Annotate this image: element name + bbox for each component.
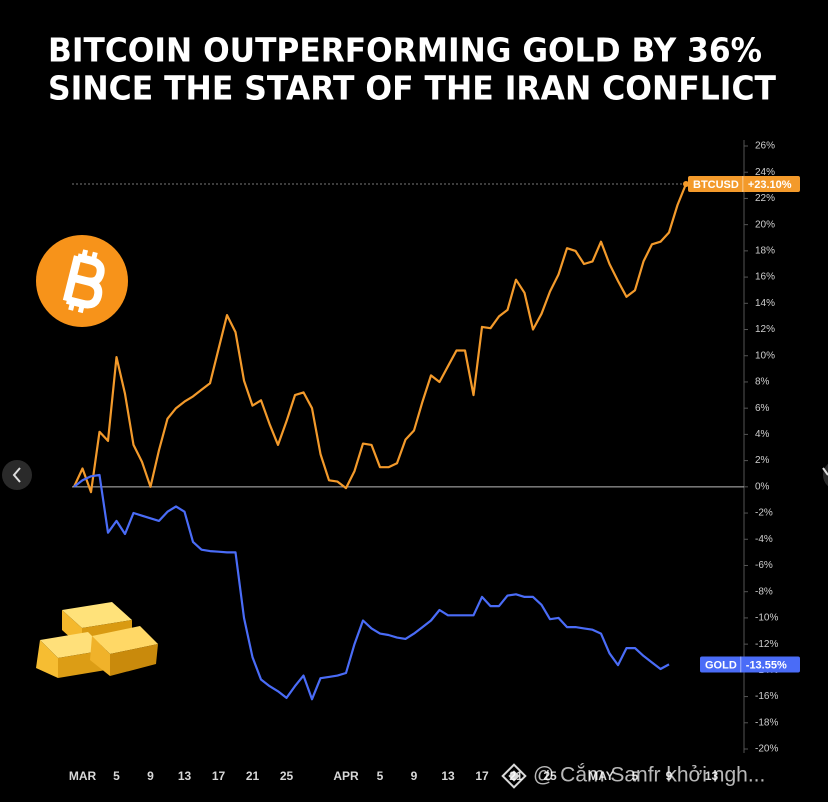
x-tick-label: MAY [588,769,614,783]
y-tick-label: 4% [755,429,770,440]
y-tick-label: 14% [755,298,775,309]
x-tick-label: 17 [475,769,489,783]
y-tick-label: 8% [755,377,770,388]
x-tick-label: 9 [411,769,418,783]
x-tick-label: 13 [441,769,455,783]
x-tick-label: 9 [666,769,673,783]
end-badge: GOLD -13.55% [700,656,800,673]
badge-bg [700,656,800,673]
legend-label: BTCUSD [693,179,739,191]
x-tick-label: MAR [69,769,97,783]
y-tick-label: -4% [755,534,773,545]
x-tick-label: 25 [280,769,294,783]
y-tick-label: 0% [755,481,770,492]
end-value-label: +23.10% [748,179,792,191]
plot-area: -20%-18%-16%-14%-12%-10%-8%-6%-4%-2%0%2%… [69,140,800,783]
end-point [683,181,689,188]
chart-title: SINCE THE START OF THE IRAN CONFLICT [48,69,776,108]
x-tick-label: APR [333,769,359,783]
x-tick-label: 5 [113,769,120,783]
y-tick-label: 6% [755,403,770,414]
y-tick-label: -8% [755,586,773,597]
legend-label: GOLD [705,659,737,671]
watermark-text: @ Cắm Sanfr khởi ngh... [533,764,765,787]
y-tick-label: 16% [755,272,775,283]
y-tick-label: 26% [755,141,775,152]
y-tick-label: 2% [755,455,770,466]
x-tick-label: 17 [212,769,226,783]
badge-bg [688,176,800,193]
x-tick-label: 21 [246,769,260,783]
y-tick-label: -10% [755,613,778,624]
y-tick-label: -2% [755,508,773,519]
bitcoin-icon [36,235,128,327]
y-tick-label: 20% [755,219,775,230]
y-tick-label: 24% [755,167,775,178]
series-line [73,183,688,494]
y-tick-label: -18% [755,717,778,728]
end-value-label: -13.55% [746,659,787,671]
y-tick-label: -12% [755,639,778,650]
y-tick-label: -6% [755,560,773,571]
y-tick-label: 10% [755,350,775,361]
x-tick-label: 5 [377,769,384,783]
x-tick-label: 13 [178,769,192,783]
x-tick-label: 9 [147,769,154,783]
watermark: @ Cắm Sanfr khởi ngh... [501,763,765,789]
next-arrow[interactable] [822,460,828,490]
x-tick-label: 25 [543,769,557,783]
end-badge: BTCUSD +23.10% [688,176,800,193]
x-tick-label: 13 [705,769,719,783]
y-tick-label: -16% [755,691,778,702]
x-tick-label: 5 [632,769,639,783]
gold-bars-icon [36,602,158,678]
y-tick-label: 12% [755,324,775,335]
series-line [73,473,670,701]
y-tick-label: 18% [755,246,775,257]
y-tick-label: 22% [755,193,775,204]
prev-arrow[interactable] [2,460,32,490]
chart-title: BITCOIN OUTPERFORMING GOLD BY 36% [48,31,762,70]
y-tick-label: -20% [755,744,778,755]
